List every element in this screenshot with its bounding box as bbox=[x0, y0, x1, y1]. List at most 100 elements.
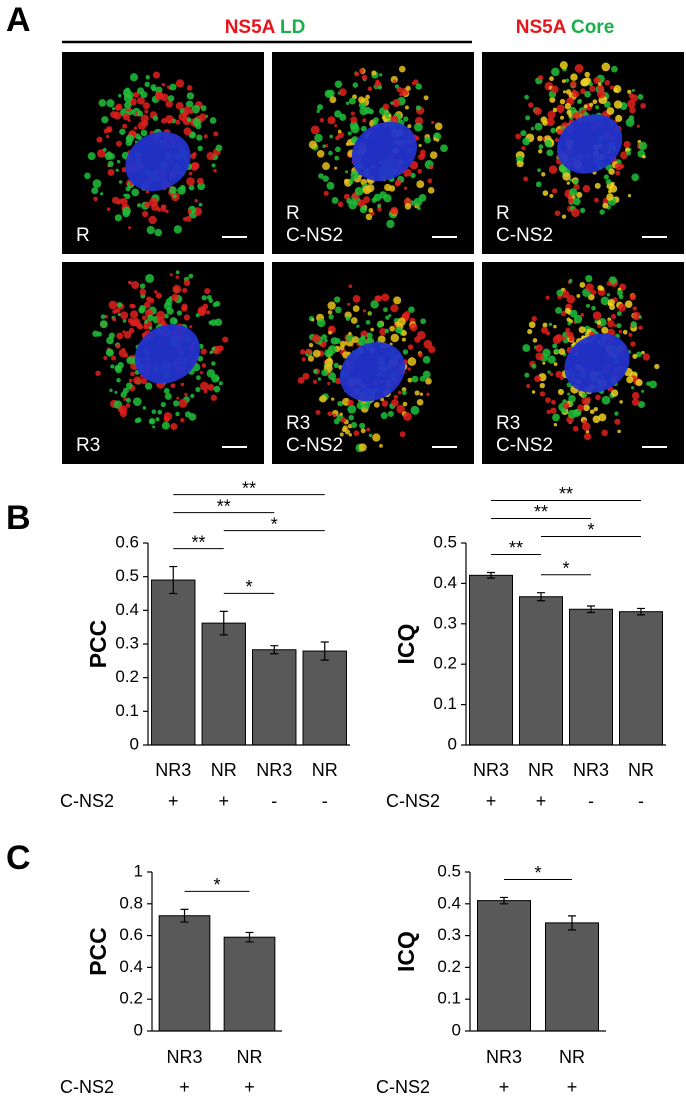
stain-dot bbox=[106, 207, 111, 212]
stain-dot bbox=[334, 124, 338, 128]
stain-dot bbox=[321, 334, 328, 340]
stain-dot bbox=[203, 134, 208, 139]
stain-dot bbox=[522, 344, 531, 352]
x-tick-label: NR bbox=[312, 760, 338, 780]
x-tick-label: NR bbox=[528, 760, 554, 780]
stain-dot bbox=[322, 175, 329, 182]
stain-dot bbox=[126, 91, 134, 99]
image-label: C-NS2 bbox=[496, 435, 553, 456]
stain-dot bbox=[592, 415, 601, 424]
stain-dot bbox=[610, 389, 619, 397]
stain-dot bbox=[525, 115, 531, 121]
stain-dot bbox=[122, 319, 127, 323]
stain-dot bbox=[164, 417, 170, 422]
stain-dot bbox=[175, 119, 181, 125]
stain-dot bbox=[210, 319, 218, 327]
stain-dot bbox=[123, 353, 129, 358]
stain-dot bbox=[585, 303, 590, 308]
stain-dot bbox=[552, 413, 560, 422]
stain-dot bbox=[531, 316, 537, 322]
bar bbox=[519, 596, 563, 746]
panel-letter: A bbox=[6, 1, 31, 39]
stain-dot bbox=[584, 71, 591, 78]
stain-dot bbox=[366, 427, 371, 432]
stain-dot bbox=[573, 197, 581, 206]
stain-dot bbox=[328, 330, 333, 335]
stain-dot bbox=[622, 329, 628, 335]
x-tick-label: NR3 bbox=[155, 760, 191, 780]
stain-dot bbox=[604, 79, 611, 86]
stain-dot bbox=[607, 319, 615, 328]
stain-dot bbox=[125, 397, 131, 403]
stain-dot bbox=[597, 285, 603, 291]
y-tick-label: 0.1 bbox=[437, 989, 461, 1008]
bar bbox=[476, 900, 532, 1032]
y-tick-label: 0.2 bbox=[433, 654, 457, 673]
stain-dot bbox=[578, 326, 586, 334]
stain-dot bbox=[566, 109, 572, 115]
stain-dot bbox=[123, 330, 132, 339]
error-bar bbox=[245, 931, 254, 943]
stain-dot bbox=[344, 429, 351, 435]
stain-dot bbox=[384, 183, 392, 192]
stain-dot bbox=[547, 355, 556, 364]
stain-dot bbox=[144, 109, 149, 114]
stain-dot bbox=[197, 145, 203, 152]
stain-dot bbox=[349, 180, 353, 185]
stain-dot bbox=[629, 293, 637, 301]
stain-dot bbox=[202, 303, 209, 310]
stain-dot bbox=[628, 332, 633, 337]
stain-dot bbox=[99, 320, 108, 329]
stain-dot bbox=[149, 419, 155, 424]
stain-dot bbox=[358, 96, 365, 104]
stain-dot bbox=[551, 188, 558, 194]
stain-dot bbox=[122, 123, 128, 129]
stain-dot bbox=[606, 292, 611, 297]
stain-dot bbox=[630, 341, 636, 347]
stain-dot bbox=[97, 149, 106, 158]
stain-dot bbox=[566, 331, 571, 336]
stain-dot bbox=[347, 404, 357, 414]
stain-dot bbox=[585, 274, 593, 283]
stain-dot bbox=[630, 321, 637, 328]
stain-dot bbox=[642, 353, 650, 361]
stain-dot bbox=[186, 92, 195, 100]
stain-dot bbox=[380, 412, 388, 420]
stain-dot bbox=[359, 422, 366, 429]
stain-dot bbox=[555, 334, 563, 342]
nucleus bbox=[564, 333, 630, 393]
stain-dot bbox=[411, 375, 419, 383]
stain-dot bbox=[338, 88, 347, 96]
stain-dot bbox=[573, 183, 580, 190]
stain-dot bbox=[365, 319, 371, 325]
x-tick-label: NR3 bbox=[486, 1047, 522, 1067]
stain-dot bbox=[649, 380, 657, 389]
stain-dot bbox=[188, 171, 193, 176]
stain-dot bbox=[109, 388, 113, 393]
stain-dot bbox=[526, 383, 531, 389]
stain-dot bbox=[531, 390, 536, 394]
stain-dot bbox=[542, 190, 549, 196]
stain-dot bbox=[390, 115, 399, 124]
stain-dot bbox=[314, 133, 323, 143]
stain-dot bbox=[413, 122, 423, 132]
stain-dot bbox=[91, 187, 99, 195]
stain-dot bbox=[317, 104, 324, 111]
micrograph: R bbox=[62, 52, 264, 254]
stain-dot bbox=[307, 355, 315, 362]
stain-dot bbox=[548, 322, 553, 327]
stain-dot bbox=[350, 421, 358, 429]
stain-dot bbox=[631, 391, 640, 400]
stain-dot bbox=[354, 186, 364, 196]
stain-dot bbox=[196, 375, 201, 381]
stain-dot bbox=[348, 331, 352, 336]
stain-dot bbox=[167, 95, 175, 102]
stain-dot bbox=[570, 208, 580, 217]
stain-dot bbox=[188, 184, 195, 191]
stain-dot bbox=[566, 294, 576, 304]
stain-dot bbox=[566, 181, 570, 185]
stain-dot bbox=[383, 307, 388, 313]
stain-dot bbox=[116, 378, 121, 383]
stain-dot bbox=[175, 270, 180, 275]
stain-dot bbox=[165, 100, 173, 108]
